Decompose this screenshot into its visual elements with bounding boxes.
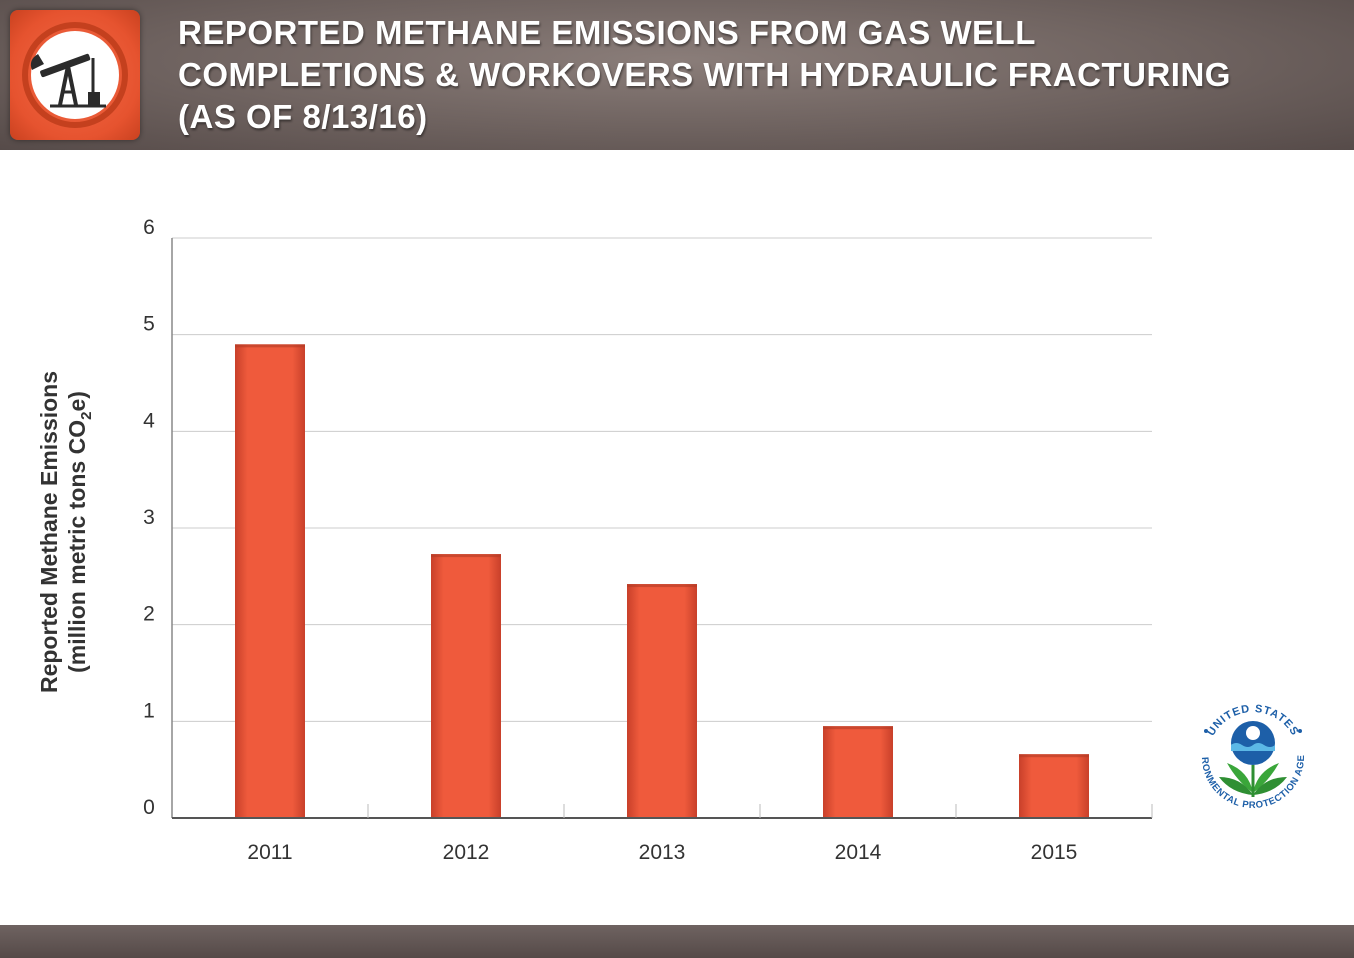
bar-2011 (235, 344, 305, 818)
bar-2014 (823, 726, 893, 818)
y-tick-label: 2 (143, 603, 155, 626)
oil-pump-icon (22, 22, 128, 128)
y-tick-label: 5 (143, 313, 155, 336)
y-tick-label: 1 (143, 699, 155, 722)
header-banner: REPORTED METHANE EMISSIONS FROM GAS WELL… (0, 0, 1354, 150)
y-tick-label: 6 (143, 216, 155, 239)
header-icon-box (10, 10, 140, 140)
bar-2013 (627, 584, 697, 818)
page-title: REPORTED METHANE EMISSIONS FROM GAS WELL… (178, 12, 1338, 138)
footer-band (0, 925, 1354, 958)
x-tick-label: 2012 (443, 841, 490, 864)
x-tick-label: 2011 (247, 841, 292, 864)
bar-top-edge (627, 584, 697, 588)
title-line-2: COMPLETIONS & WORKOVERS WITH HYDRAULIC F… (178, 56, 1231, 93)
x-tick-label: 2015 (1031, 841, 1078, 864)
bar-2015 (1019, 754, 1089, 818)
y-tick-label: 0 (143, 796, 155, 819)
title-line-3: (AS OF 8/13/16) (178, 98, 428, 135)
bar-top-edge (235, 344, 305, 348)
title-line-1: REPORTED METHANE EMISSIONS FROM GAS WELL (178, 14, 1036, 51)
bar-2012 (431, 554, 501, 818)
x-tick-label: 2014 (835, 841, 882, 864)
bar-top-edge (431, 554, 501, 558)
bar-top-edge (1019, 754, 1089, 758)
y-tick-label: 4 (143, 409, 155, 432)
y-tick-label: 3 (143, 506, 155, 529)
x-tick-label: 2013 (639, 841, 686, 864)
bar-top-edge (823, 726, 893, 730)
epa-seal-icon: UNITED STATES ENVIRONMENTAL PROTECTION A… (1188, 695, 1306, 811)
